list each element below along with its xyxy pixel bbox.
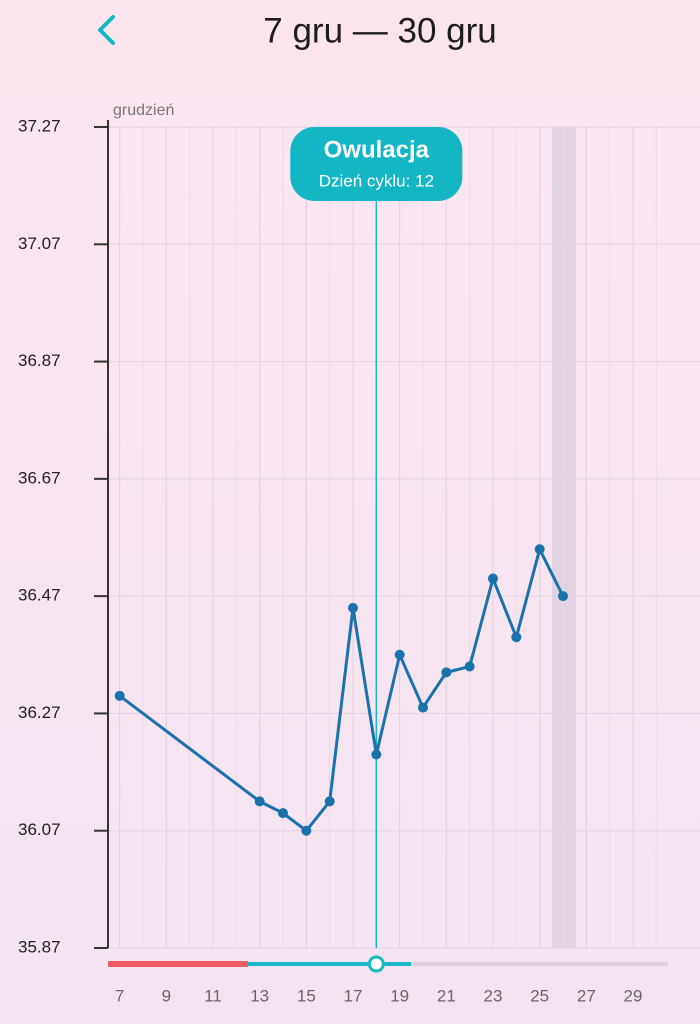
temperature-point <box>534 544 545 555</box>
temperature-line <box>118 547 565 833</box>
y-tick-label: 36.87 <box>18 351 61 370</box>
temperature-point <box>488 573 498 584</box>
x-tick-label: 23 <box>484 986 503 1005</box>
temperature-point <box>254 796 265 807</box>
temperature-point <box>464 661 475 672</box>
temperature-point <box>394 649 405 660</box>
timeline-period <box>108 961 248 967</box>
y-tick-label: 37.07 <box>18 234 61 253</box>
y-tick-label: 36.27 <box>18 703 61 722</box>
x-tick-label: 17 <box>344 986 363 1005</box>
timeline-fertile <box>248 962 411 966</box>
x-tick-label: 29 <box>624 986 643 1005</box>
y-tick-label: 35.87 <box>18 937 61 956</box>
x-tick-label: 7 <box>115 986 124 1005</box>
x-tick-label: 21 <box>437 986 456 1005</box>
header-title: 7 gru — 30 gru <box>263 11 496 50</box>
ovulation-title: Owulacja <box>324 136 430 163</box>
temperature-point <box>348 602 358 613</box>
ovulation-text: Dzień cyklu: 12 <box>319 171 434 190</box>
x-tick-label: 11 <box>204 986 222 1005</box>
temperature-point <box>511 632 522 643</box>
header-bg <box>0 0 700 95</box>
y-tick-label: 37.27 <box>18 116 61 135</box>
back-button[interactable] <box>98 15 115 45</box>
x-tick-label: 13 <box>250 986 269 1005</box>
x-tick-label: 27 <box>577 986 596 1005</box>
x-axis-label: grudzień <box>113 102 174 119</box>
x-tick-label: 19 <box>390 986 409 1005</box>
x-tick-label: 15 <box>297 986 316 1005</box>
y-tick-label: 36.47 <box>18 586 61 605</box>
y-tick-label: 36.67 <box>18 468 61 487</box>
temperature-point <box>301 825 312 836</box>
temperature-point <box>278 808 288 819</box>
x-tick-label: 25 <box>530 986 549 1005</box>
temperature-point <box>441 667 452 678</box>
y-tick-label: 36.07 <box>18 820 61 839</box>
plot: Owulacja Dzień cyklu: 12 <box>114 127 568 973</box>
x-tick-label: 9 <box>162 986 171 1005</box>
ovulation-badge <box>290 127 463 201</box>
temperature-point <box>558 591 568 602</box>
temperature-point <box>114 690 125 701</box>
temperature-point <box>371 749 382 760</box>
temperature-point <box>324 796 335 807</box>
temperature-point <box>418 702 428 713</box>
today-column <box>552 127 576 948</box>
timeline-marker <box>367 955 385 973</box>
grid <box>108 126 700 949</box>
